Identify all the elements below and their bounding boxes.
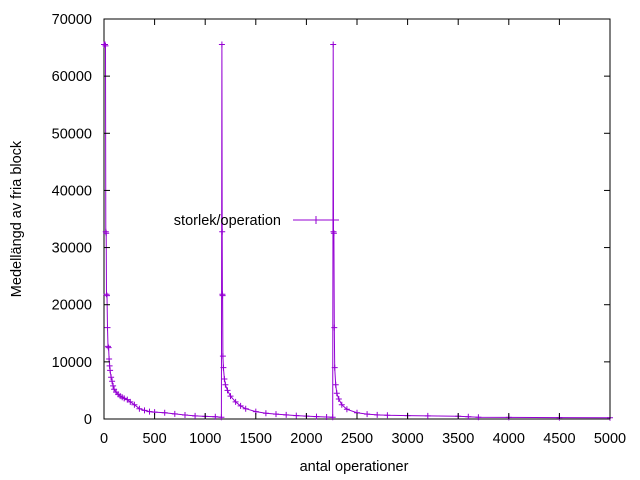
series-line (104, 44, 611, 419)
legend-label: storlek/operation (174, 213, 281, 229)
data-point (313, 413, 320, 420)
x-tick-label: 5000 (594, 431, 626, 447)
y-tick-label: 60000 (52, 69, 92, 85)
data-point (182, 412, 188, 418)
data-point (323, 414, 330, 420)
data-point (343, 406, 350, 413)
data-point (333, 390, 340, 397)
data-point (218, 414, 225, 421)
data-point (105, 343, 111, 350)
data-point (171, 410, 178, 417)
data-point (273, 411, 279, 418)
x-tick-label: 3000 (391, 431, 423, 447)
data-point (465, 413, 472, 420)
data-point (192, 412, 199, 419)
data-point (108, 374, 115, 381)
data-point (136, 405, 143, 412)
x-tick-label: 1000 (189, 431, 221, 447)
data-point (330, 41, 337, 48)
data-point (293, 412, 300, 419)
data-point (475, 414, 482, 421)
data-point (331, 324, 338, 331)
y-tick-label: 20000 (52, 298, 92, 314)
data-point (331, 364, 338, 371)
data-point (141, 407, 148, 414)
data-point (110, 382, 117, 389)
data-point (227, 393, 234, 400)
data-point (332, 381, 339, 388)
data-point (424, 412, 431, 419)
data-point (121, 395, 128, 402)
x-tick-label: 4500 (543, 431, 575, 447)
data-point (104, 324, 111, 331)
data-point (364, 411, 371, 418)
data-point (338, 401, 345, 408)
data-point (102, 42, 109, 49)
legend-marker (312, 216, 320, 224)
data-point (104, 292, 110, 299)
data-point (330, 230, 337, 237)
data-point (242, 405, 249, 412)
y-ticks: 0 10000 20000 30000 40000 50000 60000 70000 (52, 12, 610, 428)
data-point (219, 228, 226, 235)
x-tick-label: 2000 (290, 431, 322, 447)
x-tick-label: 2500 (341, 431, 373, 447)
y-tick-label: 30000 (52, 241, 92, 257)
series-layer (101, 41, 613, 421)
data-point (283, 411, 290, 418)
data-point (105, 344, 112, 351)
x-tick-label: 3500 (442, 431, 474, 447)
data-point (106, 356, 113, 362)
x-ticks: 0 500 1000 1500 2000 2500 3000 3500 4000 4500 5000 (100, 19, 626, 447)
data-point (329, 414, 336, 421)
data-point (218, 41, 225, 48)
data-point (127, 398, 134, 405)
y-tick-label: 70000 (52, 12, 92, 28)
data-point (262, 410, 269, 417)
data-point (219, 292, 226, 299)
x-tick-label: 1500 (240, 431, 272, 447)
y-tick-label: 10000 (52, 355, 92, 371)
data-point (222, 381, 229, 388)
data-point (384, 412, 391, 419)
data-point (237, 402, 244, 409)
y-tick-label: 50000 (52, 126, 92, 142)
data-point (131, 401, 138, 408)
legend: storlek/operation (174, 213, 339, 229)
data-point (107, 367, 114, 374)
data-point (103, 230, 110, 237)
data-point (161, 409, 168, 416)
data-point (221, 376, 228, 382)
data-point (374, 411, 381, 418)
y-axis-title: Medellängd av fria block (9, 140, 25, 297)
data-point (220, 364, 227, 371)
data-point (109, 378, 116, 385)
data-point (146, 408, 153, 415)
data-point (212, 413, 219, 420)
data-point (224, 387, 231, 394)
data-point (219, 353, 226, 360)
x-tick-label: 500 (142, 431, 166, 447)
x-axis-title: antal operationer (300, 459, 409, 475)
y-tick-label: 40000 (52, 183, 92, 199)
x-tick-label: 0 (100, 431, 108, 447)
x-tick-label: 4000 (493, 431, 525, 447)
data-point (335, 396, 342, 402)
y-tick-label: 0 (84, 412, 92, 428)
data-point (232, 398, 239, 405)
